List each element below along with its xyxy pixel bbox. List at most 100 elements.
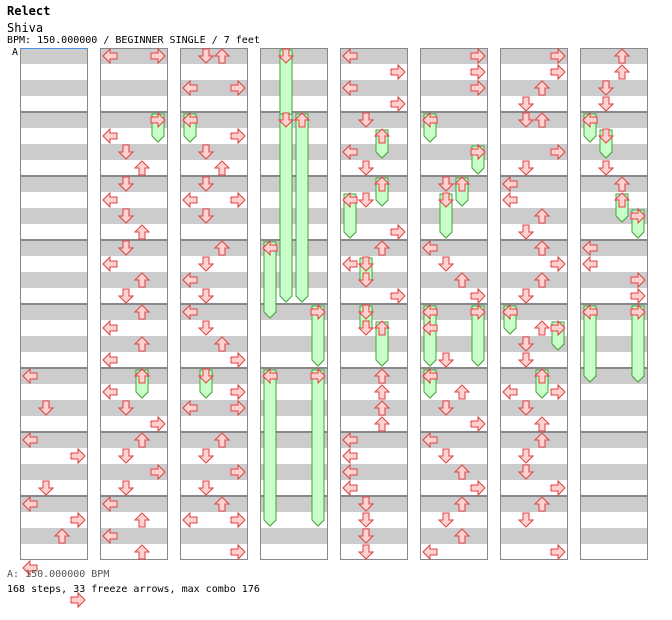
step-arrow-up <box>453 464 471 480</box>
step-arrow-right <box>470 47 486 65</box>
stripe-row <box>500 256 568 272</box>
step-arrow-down <box>517 112 535 128</box>
stripe-row <box>420 288 488 304</box>
measure-box <box>180 176 248 240</box>
stripe-row <box>260 352 328 368</box>
step-arrow-left <box>102 127 118 145</box>
measure-box <box>340 176 408 240</box>
stripe-row <box>340 528 408 544</box>
step-arrow-down <box>517 512 535 528</box>
measure-box <box>580 432 648 496</box>
freeze-arrow-right <box>471 305 485 367</box>
stripe-row <box>420 48 488 64</box>
step-arrow-down <box>357 160 375 176</box>
stripe-row <box>180 176 248 192</box>
step-arrow-left <box>182 79 198 97</box>
stripe-row <box>340 224 408 240</box>
stripe-row <box>20 208 88 224</box>
stripe-row <box>500 352 568 368</box>
step-arrow-down <box>517 448 535 464</box>
step-arrow-down <box>597 160 615 176</box>
measure-box <box>420 240 488 304</box>
stripe-row <box>500 496 568 512</box>
step-stats: 168 steps, 33 freeze arrows, max combo 1… <box>7 584 260 595</box>
stripe-row <box>580 176 648 192</box>
measure-box <box>500 48 568 112</box>
stripe-row <box>20 256 88 272</box>
stripe-row <box>20 160 88 176</box>
stripe-row <box>100 176 168 192</box>
step-arrow-up <box>133 432 151 448</box>
freeze-head-right <box>310 367 326 385</box>
stripe-row <box>20 528 88 544</box>
stripe-row <box>20 48 88 64</box>
stripe-row <box>20 304 88 320</box>
stripe-row <box>340 320 408 336</box>
stripe-row <box>500 448 568 464</box>
stripe-row <box>500 368 568 384</box>
stripe-row <box>500 272 568 288</box>
stripe-row <box>580 224 648 240</box>
stripe-row <box>260 240 328 256</box>
stripe-row <box>260 336 328 352</box>
stripe-row <box>180 224 248 240</box>
stripe-row <box>580 128 648 144</box>
stripe-row <box>20 384 88 400</box>
measure-box <box>420 496 488 560</box>
stripe-row <box>340 208 408 224</box>
freeze-arrow-left <box>263 241 277 319</box>
stripe-row <box>260 48 328 64</box>
step-arrow-left <box>102 319 118 337</box>
stripe-row <box>100 384 168 400</box>
measure-box <box>180 240 248 304</box>
stripe-row <box>260 512 328 528</box>
measure-box <box>580 48 648 112</box>
measure-box <box>100 304 168 368</box>
step-arrow-right <box>390 95 406 113</box>
freeze-head-right <box>550 319 566 337</box>
measure-box <box>180 432 248 496</box>
stripe-row <box>580 80 648 96</box>
measure-box <box>340 304 408 368</box>
stripe-row <box>260 288 328 304</box>
stripe-row <box>260 128 328 144</box>
step-arrow-up <box>133 544 151 560</box>
step-arrow-up <box>213 240 231 256</box>
step-arrow-left <box>182 399 198 417</box>
stripe-row <box>180 160 248 176</box>
step-arrow-right <box>550 479 566 497</box>
stripe-row <box>340 304 408 320</box>
stripe-row <box>420 160 488 176</box>
step-arrow-up <box>133 160 151 176</box>
measure-box <box>580 368 648 432</box>
freeze-head-left <box>262 239 278 257</box>
stripe-row <box>500 192 568 208</box>
step-arrow-right <box>230 351 246 369</box>
stripe-row <box>20 240 88 256</box>
stripe-row <box>260 384 328 400</box>
stripe-row <box>20 352 88 368</box>
freeze-head-left <box>422 303 438 321</box>
stripe-row <box>500 224 568 240</box>
stripe-row <box>420 144 488 160</box>
stripe-row <box>420 480 488 496</box>
step-arrow-left <box>22 495 38 513</box>
stripe-row <box>420 192 488 208</box>
step-arrow-up <box>53 528 71 544</box>
measure-box <box>20 368 88 432</box>
freeze-head-right <box>470 303 486 321</box>
stripe-row <box>180 448 248 464</box>
stripe-row <box>20 128 88 144</box>
step-arrow-down <box>437 176 455 192</box>
stripe-row <box>580 272 648 288</box>
freeze-head-down <box>277 112 295 128</box>
step-arrow-right <box>150 47 166 65</box>
step-arrow-left <box>102 527 118 545</box>
stripe-row <box>420 448 488 464</box>
stripe-row <box>580 96 648 112</box>
stripe-row <box>420 352 488 368</box>
step-arrow-up <box>533 432 551 448</box>
step-arrow-right <box>630 271 646 289</box>
step-arrow-down <box>37 480 55 496</box>
measure-box <box>500 240 568 304</box>
